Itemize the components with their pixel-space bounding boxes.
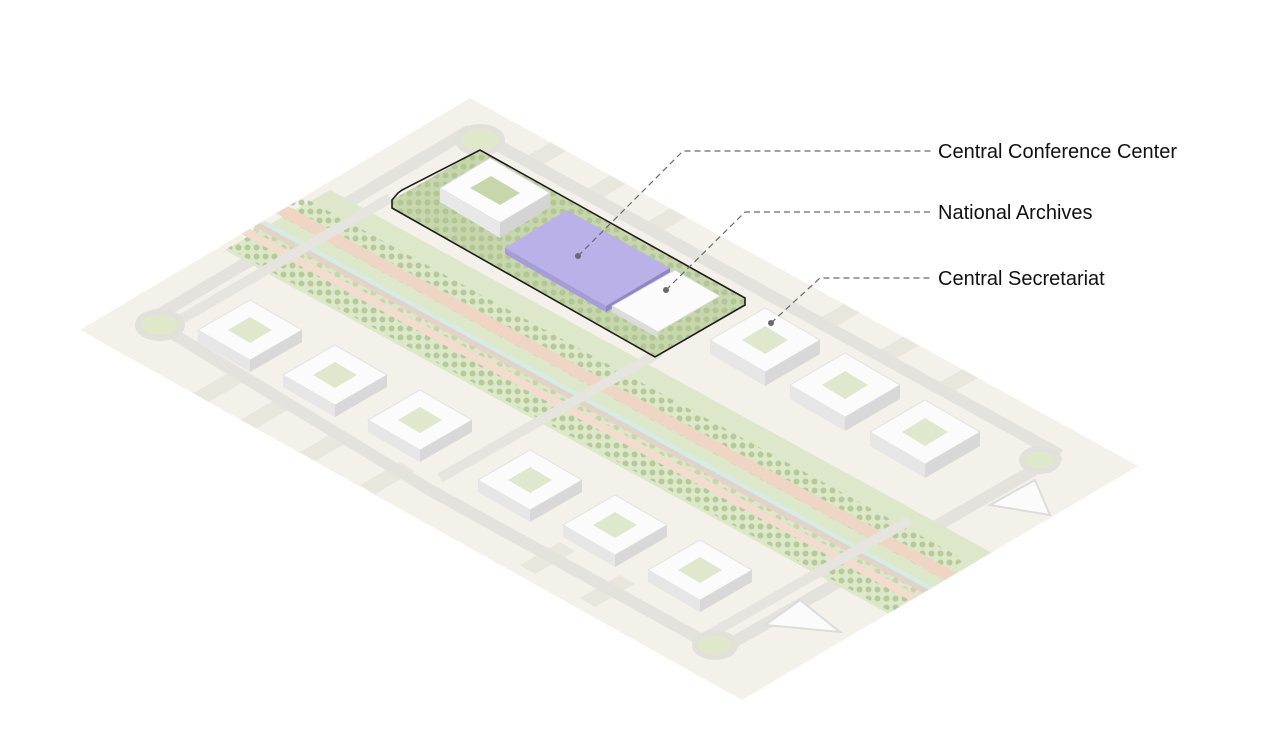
triangle-block-south: [762, 598, 844, 634]
leader-archives: [665, 211, 933, 291]
pin-secretariat: [768, 320, 774, 326]
pin-conference: [575, 253, 581, 259]
central-path: [250, 221, 931, 594]
secretariat-blocks-north: [709, 307, 981, 478]
promenade-strip: [270, 203, 957, 580]
cross-roads: [177, 193, 913, 645]
national-archives-highlight: [505, 210, 670, 306]
tree-rows-mid: [245, 222, 937, 602]
label-national-archives: National Archives: [938, 202, 1093, 224]
central-vista-green: [225, 190, 1005, 620]
label-central-conference-center: Central Conference Center: [938, 141, 1177, 163]
parcel-outline: [391, 149, 746, 358]
leader-lines: [577, 150, 933, 324]
promenade-strip-south: [238, 227, 921, 602]
leader-pins: [575, 253, 774, 326]
water-channel: [254, 218, 935, 592]
secretariat-annex: [610, 269, 721, 333]
secretariat-blocks-west: [196, 299, 474, 462]
triangle-block-east: [987, 478, 1052, 517]
leader-conference: [577, 150, 933, 257]
roundabouts: [135, 124, 1061, 660]
leader-secretariat: [770, 277, 933, 324]
highlighted-parcel: [391, 149, 746, 358]
secretariat-blocks-south: [476, 449, 754, 612]
tree-rows-south: [228, 232, 930, 618]
label-central-secretariat: Central Secretariat: [938, 268, 1105, 290]
pin-archives: [663, 287, 669, 293]
